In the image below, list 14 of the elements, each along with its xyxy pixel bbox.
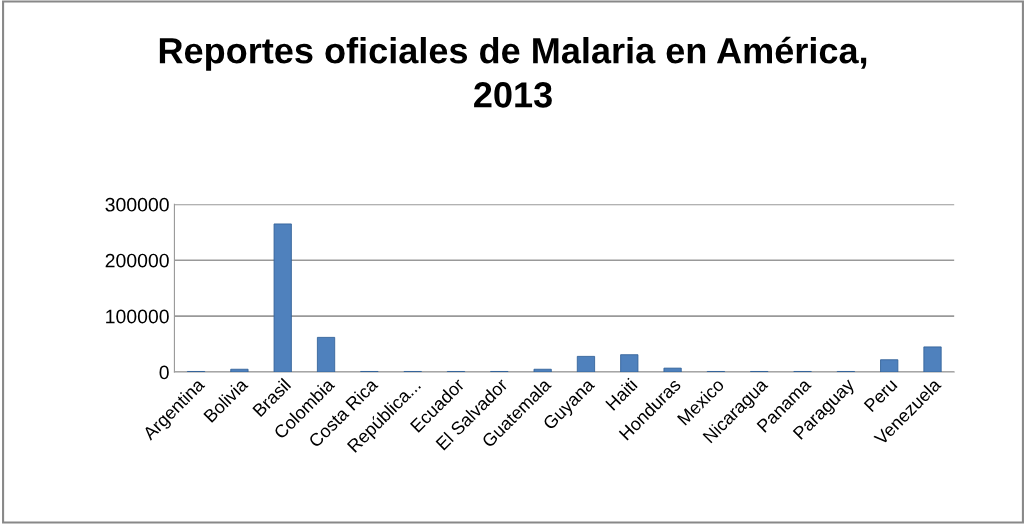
bar	[316, 336, 336, 373]
y-tick-label: 0	[159, 365, 169, 380]
bar	[880, 359, 899, 373]
bar	[620, 354, 639, 373]
y-tick-label: 300000	[105, 197, 169, 212]
bar	[273, 223, 292, 373]
bar	[533, 368, 552, 373]
bar	[923, 346, 942, 373]
bar	[576, 355, 596, 373]
y-tick-label: 100000	[106, 309, 169, 324]
bar	[663, 367, 682, 373]
y-tick-label: 200000	[105, 253, 169, 268]
chart-title: Reportes oficiales de Malaria en América, 2013	[159, 36, 867, 108]
bar	[230, 368, 249, 373]
